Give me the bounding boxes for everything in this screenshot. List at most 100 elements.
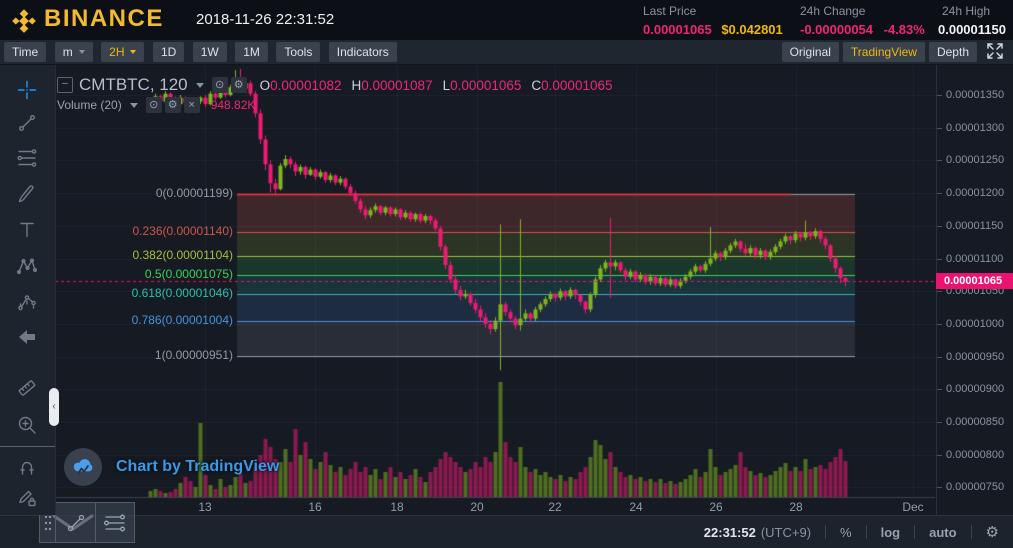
watermark-text: Chart by TradingView [116,458,280,475]
indicators-button[interactable]: Indicators [328,42,397,62]
ohlc-open: O0.00001082 [259,77,342,93]
interval-2h-dropdown[interactable]: 2H [101,42,145,62]
ohlc-low: L0.00001065 [442,77,522,93]
tradingview-chart-button[interactable]: TradingView [842,42,925,62]
drag-handle[interactable] [40,503,56,542]
fullscreen-icon[interactable] [985,41,1005,61]
depth-chart-button[interactable]: Depth [928,42,977,62]
price-tick: 0.00001100 [936,252,1004,265]
close-icon[interactable]: × [183,97,200,113]
magnet-icon[interactable] [16,456,38,478]
price-tick: 0.00000900 [936,383,1005,396]
log-scale-toggle[interactable]: log [880,524,901,540]
trend-line-icon[interactable] [16,112,38,134]
time-tick: 22 [548,500,562,514]
chevron-down-icon[interactable] [195,82,204,88]
price-tick: 0.00001200 [936,187,1005,200]
time-tick: Dec [902,500,924,514]
forecast-tool-icon[interactable] [16,291,38,313]
price-tick: 0.00000950 [936,350,1005,363]
bottom-status-bar: 22:31:52 (UTC+9) % log auto ⚙ [0,515,1013,548]
minutes-dropdown[interactable]: m [54,42,93,62]
chevron-left-icon: ‹ [52,401,56,412]
measure-icon[interactable] [16,377,38,399]
trend-line-tool-button[interactable] [56,503,96,542]
price-tick: 0.00001350 [936,89,1005,101]
fib-retracement-icon[interactable] [16,147,38,169]
eye-icon[interactable]: ⊙ [211,77,228,93]
toolbar-divider [0,446,55,447]
timezone-label[interactable]: (UTC+9) [760,524,812,540]
clock[interactable]: 22:31:52 [703,524,756,540]
stat-label: 24h High [942,4,991,18]
interval-1d-button[interactable]: 1D [152,42,185,62]
tradingview-logo-icon [64,448,102,486]
gear-icon[interactable]: ⚙ [230,77,247,93]
gear-icon[interactable]: ⚙ [164,97,181,113]
eye-icon[interactable]: ⊙ [145,97,162,113]
header-timestamp: 2018-11-26 22:31:52 [196,11,335,28]
time-axis[interactable]: 13 16 18 20 22 24 26 28 Dec [55,497,935,515]
price-tick: 0.00001300 [936,121,1005,134]
gear-icon[interactable]: ⚙ [985,524,999,541]
text-tool-icon[interactable] [16,219,38,241]
symbol-legend: – CMTBTC, 120 ⊙ ⚙ O0.00001082 H0.0000108… [57,75,612,95]
separator [914,525,916,539]
separator [970,525,972,539]
last-price-badge: 0.00001065 [936,273,1013,290]
original-chart-button[interactable]: Original [781,42,839,62]
fib-tool-button[interactable] [96,503,134,542]
xabcd-pattern-icon[interactable] [16,255,38,277]
time-button[interactable]: Time [4,42,47,62]
crosshair-icon[interactable] [16,79,38,101]
auto-scale-toggle[interactable]: auto [929,524,957,540]
separator [865,525,867,539]
last-price-btc: 0.00001065 [643,22,712,37]
separator [825,525,827,539]
hide-marks-icon[interactable] [16,326,38,348]
stat-last-price: Last Price 0.00001065 $0.042801 [643,4,783,39]
price-tick: 0.00000800 [936,448,1005,461]
collapse-legend-icon[interactable]: – [57,77,73,93]
price-tick: 0.00001150 [936,219,1004,232]
stat-label: 24h Change [800,4,866,18]
stat-24h-high: 24h High 0.00001150 [938,4,1006,39]
fib-level-label: 1(0.00000951) [154,347,233,362]
volume-study-label[interactable]: Volume (20) [57,98,122,112]
time-tick: 20 [470,500,484,514]
last-price-usd: $0.042801 [721,22,783,37]
price-axis[interactable]: 0.00001350 0.00001300 0.00001250 0.00001200… [936,64,1013,515]
binance-logo-icon[interactable] [10,7,38,35]
caret-down-icon [130,50,137,54]
percent-scale-toggle[interactable]: % [840,524,852,540]
brush-icon[interactable] [16,183,38,205]
time-tick: 16 [308,500,322,514]
fib-level-label: 0(0.00001199) [155,185,233,200]
fib-level-label: 0.618(0.00001046) [131,285,233,300]
time-tick: 13 [198,500,212,514]
brand-name: BINANCE [44,5,164,32]
draw-lock-icon[interactable] [16,487,38,509]
fib-level-label: 0.5(0.00001075) [144,266,233,281]
chart-toolbar: Time m 2H 1D 1W 1M Tools Indicators Orig… [0,40,1013,65]
stat-label: Last Price [643,4,697,18]
zoom-in-icon[interactable] [16,414,38,436]
interval-1m-button[interactable]: 1M [235,42,268,62]
time-tick: 28 [789,500,803,514]
fib-level-label: 0.786(0.00001004) [131,313,233,328]
time-tick: 26 [709,500,723,514]
caret-down-icon [78,50,85,54]
tradingview-watermark[interactable]: Chart by TradingView [64,448,279,486]
interval-1w-button[interactable]: 1W [192,42,227,62]
collapse-toolbar-handle[interactable]: ‹ [49,388,59,426]
price-tick: 0.00001000 [936,317,1005,330]
fib-level-label: 0.382(0.00001104) [132,247,233,262]
volume-legend: Volume (20) ⊙ ⚙ × 948.82K [57,97,255,113]
tools-button[interactable]: Tools [276,42,321,62]
ohlc-high: H0.00001087 [351,77,433,93]
chevron-down-icon[interactable] [129,102,138,108]
price-tick: 0.00001250 [936,154,1005,167]
symbol-interval-label[interactable]: CMTBTC, 120 [79,75,188,94]
